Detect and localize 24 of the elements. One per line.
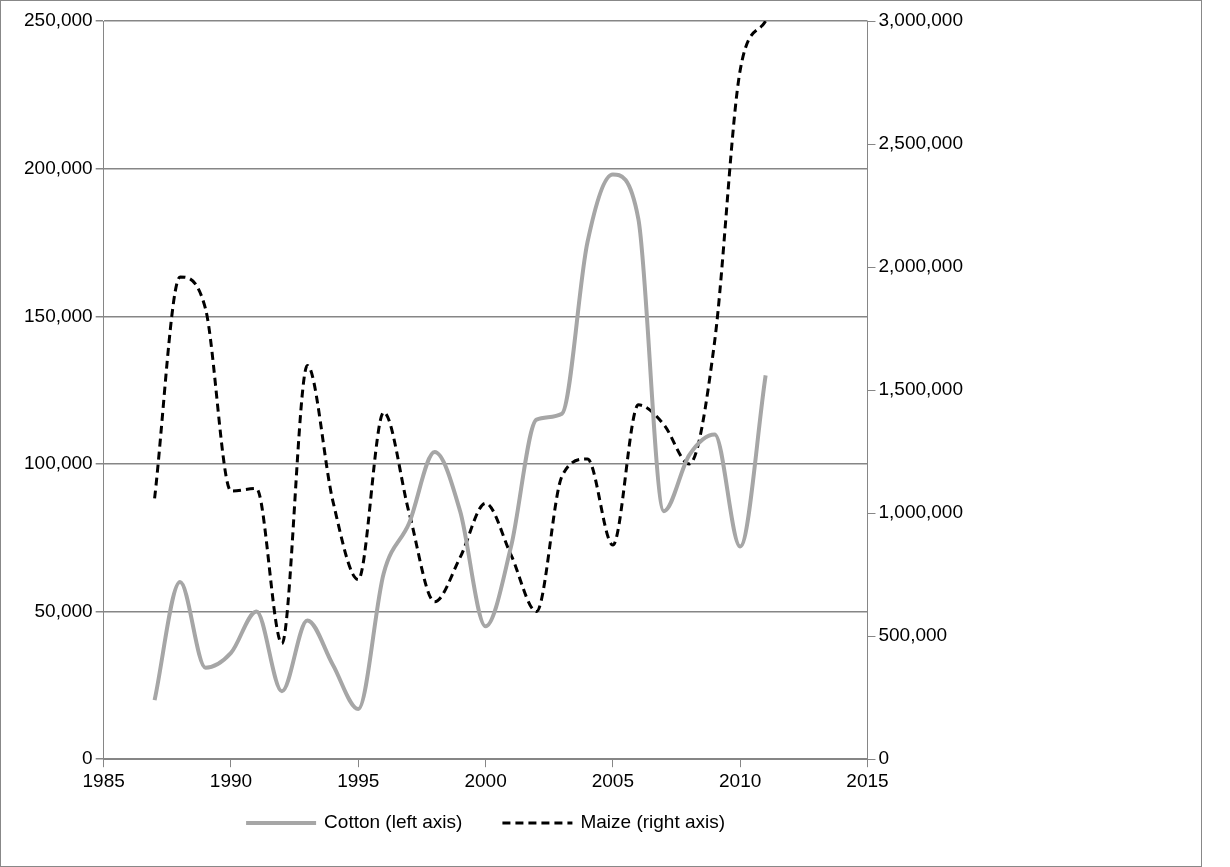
y-tick-label: 100,000 bbox=[23, 452, 93, 474]
y2-tick-label: 0 bbox=[878, 747, 890, 769]
y-tick-label: 150,000 bbox=[23, 304, 93, 326]
x-tick-label: 2005 bbox=[591, 769, 635, 791]
x-tick-label: 1990 bbox=[209, 769, 253, 791]
x-tick-label: 2000 bbox=[464, 769, 507, 791]
y-tick-label: 50,000 bbox=[34, 599, 93, 621]
y2-tick-label: 1,000,000 bbox=[878, 501, 964, 523]
y2-tick-label: 500,000 bbox=[878, 624, 948, 646]
x-tick-label: 2015 bbox=[846, 769, 889, 791]
y2-tick-label: 3,000,000 bbox=[878, 9, 964, 31]
y2-tick-label: 2,500,000 bbox=[878, 132, 964, 154]
x-tick-label: 2010 bbox=[719, 769, 762, 791]
y-tick-label: 250,000 bbox=[23, 9, 93, 31]
legend-label: Cotton (left axis) bbox=[324, 811, 463, 833]
line-series bbox=[153, 21, 768, 646]
legend-label: Maize (right axis) bbox=[580, 811, 726, 833]
y-tick-label: 0 bbox=[82, 747, 93, 769]
x-tick-label: 1995 bbox=[337, 769, 380, 791]
x-tick-label: 1985 bbox=[82, 769, 125, 791]
y2-tick-label: 1,500,000 bbox=[878, 378, 964, 400]
line-series bbox=[152, 172, 768, 711]
y2-tick-label: 2,000,000 bbox=[878, 255, 964, 277]
y-tick-label: 200,000 bbox=[23, 156, 93, 178]
